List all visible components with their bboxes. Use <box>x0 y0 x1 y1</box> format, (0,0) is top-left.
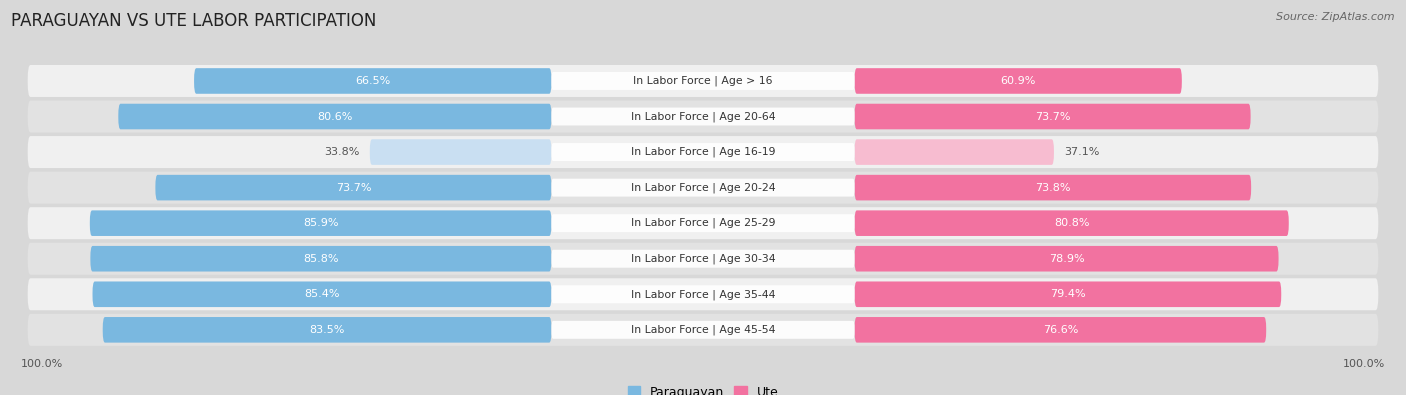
FancyBboxPatch shape <box>90 246 551 271</box>
FancyBboxPatch shape <box>855 139 1054 165</box>
Text: 37.1%: 37.1% <box>1064 147 1099 157</box>
FancyBboxPatch shape <box>103 317 551 342</box>
FancyBboxPatch shape <box>28 65 1378 97</box>
Text: PARAGUAYAN VS UTE LABOR PARTICIPATION: PARAGUAYAN VS UTE LABOR PARTICIPATION <box>11 12 377 30</box>
FancyBboxPatch shape <box>551 321 855 339</box>
Text: In Labor Force | Age 30-34: In Labor Force | Age 30-34 <box>631 254 775 264</box>
Text: 100.0%: 100.0% <box>1343 359 1385 369</box>
FancyBboxPatch shape <box>855 104 1250 129</box>
FancyBboxPatch shape <box>93 282 551 307</box>
Text: 80.8%: 80.8% <box>1054 218 1090 228</box>
Text: Source: ZipAtlas.com: Source: ZipAtlas.com <box>1277 12 1395 22</box>
FancyBboxPatch shape <box>855 68 1182 94</box>
Text: In Labor Force | Age 25-29: In Labor Force | Age 25-29 <box>631 218 775 228</box>
FancyBboxPatch shape <box>28 278 1378 310</box>
FancyBboxPatch shape <box>551 143 855 161</box>
FancyBboxPatch shape <box>855 175 1251 200</box>
FancyBboxPatch shape <box>156 175 551 200</box>
Text: 85.4%: 85.4% <box>304 289 340 299</box>
FancyBboxPatch shape <box>855 317 1267 342</box>
FancyBboxPatch shape <box>370 139 551 165</box>
Text: 100.0%: 100.0% <box>21 359 63 369</box>
FancyBboxPatch shape <box>551 179 855 197</box>
FancyBboxPatch shape <box>28 100 1378 132</box>
FancyBboxPatch shape <box>551 250 855 268</box>
Text: 33.8%: 33.8% <box>325 147 360 157</box>
Text: In Labor Force | Age 20-64: In Labor Force | Age 20-64 <box>631 111 775 122</box>
Text: 80.6%: 80.6% <box>318 111 353 122</box>
Text: 73.8%: 73.8% <box>1035 182 1070 193</box>
Legend: Paraguayan, Ute: Paraguayan, Ute <box>623 381 783 395</box>
Text: In Labor Force | Age > 16: In Labor Force | Age > 16 <box>633 76 773 86</box>
FancyBboxPatch shape <box>28 243 1378 275</box>
Text: In Labor Force | Age 45-54: In Labor Force | Age 45-54 <box>631 325 775 335</box>
Text: 83.5%: 83.5% <box>309 325 344 335</box>
Text: 66.5%: 66.5% <box>356 76 391 86</box>
FancyBboxPatch shape <box>551 285 855 303</box>
FancyBboxPatch shape <box>118 104 551 129</box>
FancyBboxPatch shape <box>855 211 1289 236</box>
Text: 79.4%: 79.4% <box>1050 289 1085 299</box>
Text: 76.6%: 76.6% <box>1043 325 1078 335</box>
Text: 73.7%: 73.7% <box>336 182 371 193</box>
Text: In Labor Force | Age 16-19: In Labor Force | Age 16-19 <box>631 147 775 157</box>
Text: 85.8%: 85.8% <box>304 254 339 264</box>
FancyBboxPatch shape <box>551 72 855 90</box>
FancyBboxPatch shape <box>551 107 855 126</box>
Text: 78.9%: 78.9% <box>1049 254 1084 264</box>
FancyBboxPatch shape <box>855 282 1281 307</box>
Text: 85.9%: 85.9% <box>302 218 339 228</box>
FancyBboxPatch shape <box>855 246 1278 271</box>
FancyBboxPatch shape <box>28 207 1378 239</box>
FancyBboxPatch shape <box>194 68 551 94</box>
FancyBboxPatch shape <box>28 314 1378 346</box>
Text: 60.9%: 60.9% <box>1001 76 1036 86</box>
Text: In Labor Force | Age 20-24: In Labor Force | Age 20-24 <box>631 182 775 193</box>
FancyBboxPatch shape <box>28 171 1378 203</box>
Text: In Labor Force | Age 35-44: In Labor Force | Age 35-44 <box>631 289 775 299</box>
Text: 73.7%: 73.7% <box>1035 111 1070 122</box>
FancyBboxPatch shape <box>90 211 551 236</box>
FancyBboxPatch shape <box>551 214 855 232</box>
FancyBboxPatch shape <box>28 136 1378 168</box>
